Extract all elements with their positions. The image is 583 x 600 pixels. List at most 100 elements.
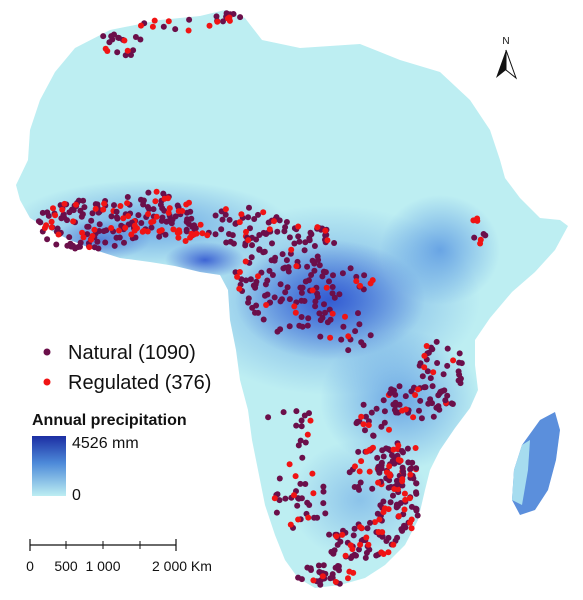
regulated-station-point (73, 201, 79, 208)
regulated-station-point (122, 224, 129, 231)
regulated-station-point (61, 200, 68, 207)
regulated-station-point (371, 519, 378, 526)
regulated-station-point (204, 232, 211, 239)
natural-station-point (269, 272, 276, 278)
natural-station-point (444, 392, 451, 399)
natural-station-point (364, 525, 371, 532)
regulated-station-point (477, 240, 484, 247)
natural-station-point (108, 213, 115, 220)
natural-station-point (351, 551, 358, 558)
north-arrow-right-icon (505, 49, 518, 80)
regulated-station-point (378, 549, 385, 556)
natural-station-point (413, 465, 420, 472)
natural-station-point (69, 242, 76, 249)
scale-label-0: 0 (26, 558, 34, 574)
natural-station-point (434, 360, 441, 366)
scale-label-1000: 1 000 (85, 558, 120, 574)
regulated-station-point (170, 226, 177, 233)
regulated-station-point (131, 222, 138, 229)
natural-station-point (380, 453, 387, 460)
regulated-station-point (345, 575, 351, 582)
natural-station-point (306, 502, 313, 508)
station-points (35, 10, 489, 588)
regulated-station-point (401, 490, 408, 497)
natural-station-point (305, 315, 312, 322)
precipitation-legend: Annual precipitation 4526 mm 0 (32, 412, 187, 504)
natural-station-point (320, 483, 327, 490)
natural-station-point (249, 242, 255, 249)
natural-station-point (394, 503, 401, 510)
natural-station-point (128, 52, 134, 58)
natural-station-point (367, 519, 373, 526)
natural-station-point (188, 215, 195, 222)
natural-station-point (311, 514, 318, 521)
natural-station-point (186, 16, 193, 23)
regulated-station-point (263, 302, 270, 308)
scale-label-500: 500 (54, 558, 78, 574)
regulated-station-point (288, 246, 295, 253)
natural-station-point (362, 427, 368, 434)
natural-station-point (334, 541, 341, 548)
regulated-station-point (376, 516, 383, 523)
natural-station-point (456, 359, 463, 366)
natural-station-point (285, 268, 292, 275)
natural-station-point (368, 409, 375, 416)
natural-station-point (286, 323, 293, 330)
natural-station-point (312, 298, 319, 305)
natural-station-point (389, 452, 395, 459)
regulated-station-point (402, 496, 409, 503)
regulated-station-point (379, 529, 386, 536)
regulated-station-point (238, 211, 245, 218)
natural-station-point (315, 562, 322, 569)
regulated-station-point (395, 513, 402, 520)
natural-station-point (298, 297, 305, 304)
natural-station-point (222, 211, 229, 218)
natural-station-point (249, 304, 256, 311)
regulated-station-point (176, 227, 182, 234)
natural-station-point (277, 298, 284, 305)
natural-station-point (295, 233, 302, 240)
regulated-station-point (327, 334, 334, 341)
regulated-station-point (395, 456, 402, 463)
scale-bar: 0 500 1 000 2 000 Km (26, 539, 212, 574)
regulated-station-point (367, 280, 374, 287)
natural-station-point (282, 495, 289, 502)
precipitation-max-label: 4526 mm (72, 435, 139, 452)
natural-station-point (419, 373, 426, 380)
regulated-station-point (295, 223, 302, 230)
regulated-station-point (165, 18, 172, 25)
natural-station-point (378, 465, 385, 472)
regulated-station-point (363, 534, 370, 541)
natural-station-point (81, 204, 88, 211)
natural-station-point (304, 263, 311, 270)
natural-station-point (96, 228, 103, 234)
regulated-station-point (226, 14, 233, 21)
regulated-station-point (375, 479, 382, 486)
regulated-station-point (120, 215, 127, 222)
regulated-station-point (260, 209, 267, 216)
natural-station-point (327, 316, 334, 323)
natural-station-point (94, 238, 101, 245)
natural-station-point (122, 52, 129, 59)
natural-station-point (328, 548, 335, 555)
regulated-station-point (128, 231, 135, 238)
regulated-station-point (406, 495, 413, 502)
natural-station-point (298, 576, 305, 583)
natural-station-point (374, 510, 381, 517)
natural-station-point (245, 214, 252, 221)
natural-station-point (399, 464, 406, 471)
natural-station-point (247, 225, 253, 232)
regulated-station-point (421, 352, 428, 359)
natural-station-point (363, 549, 370, 556)
natural-station-point (248, 254, 255, 261)
natural-station-point (261, 248, 268, 255)
natural-station-point (455, 368, 462, 375)
regulated-station-point (324, 237, 331, 244)
natural-station-point (297, 437, 304, 444)
regulated-station-point (332, 578, 339, 585)
natural-station-point (84, 223, 91, 230)
natural-station-point (157, 201, 164, 208)
precipitation-min-label: 0 (72, 487, 81, 504)
natural-station-point (219, 216, 226, 223)
natural-station-point (212, 231, 219, 238)
